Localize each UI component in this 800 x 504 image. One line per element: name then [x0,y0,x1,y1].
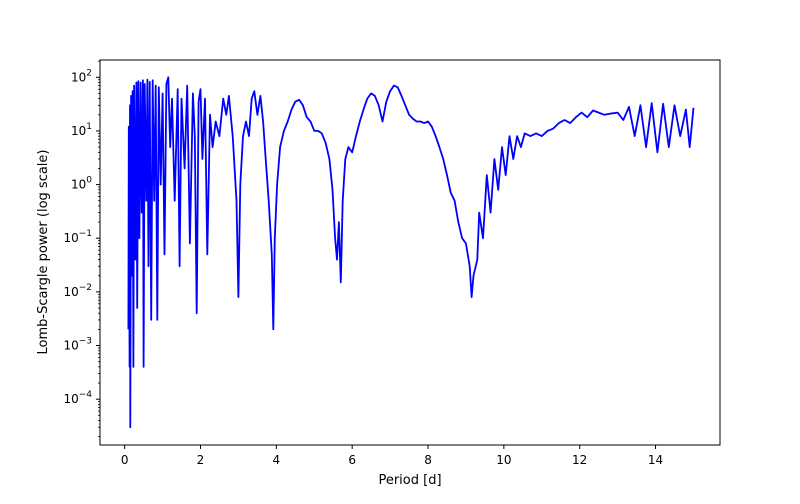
y-tick-label: 102 [71,68,92,84]
x-tick-label: 14 [648,453,663,467]
y-tick-label: 10−3 [63,337,92,353]
x-tick-label: 4 [273,453,281,467]
y-tick-label: 10−1 [63,229,92,245]
x-tick-label: 2 [197,453,205,467]
x-axis-ticks: 0 2 4 6 8 10 12 14 [121,445,663,467]
y-tick-label: 100 [71,176,92,192]
x-tick-label: 12 [572,453,587,467]
y-tick-label: 101 [71,122,92,138]
x-tick-label: 8 [424,453,432,467]
x-tick-label: 6 [348,453,356,467]
data-series [127,76,695,429]
x-tick-label: 10 [496,453,511,467]
periodogram-line [127,76,695,429]
x-tick-label: 0 [121,453,129,467]
y-axis-label: Lomb-Scargle power (log scale) [36,150,51,355]
y-tick-label: 10−2 [63,283,92,299]
x-axis-label: Period [d] [378,473,441,488]
y-axis-ticks: 10−4 10−3 10−2 10−1 100 101 102 [63,60,100,438]
y-tick-label: 10−4 [63,390,92,406]
axes-frame [99,59,721,446]
